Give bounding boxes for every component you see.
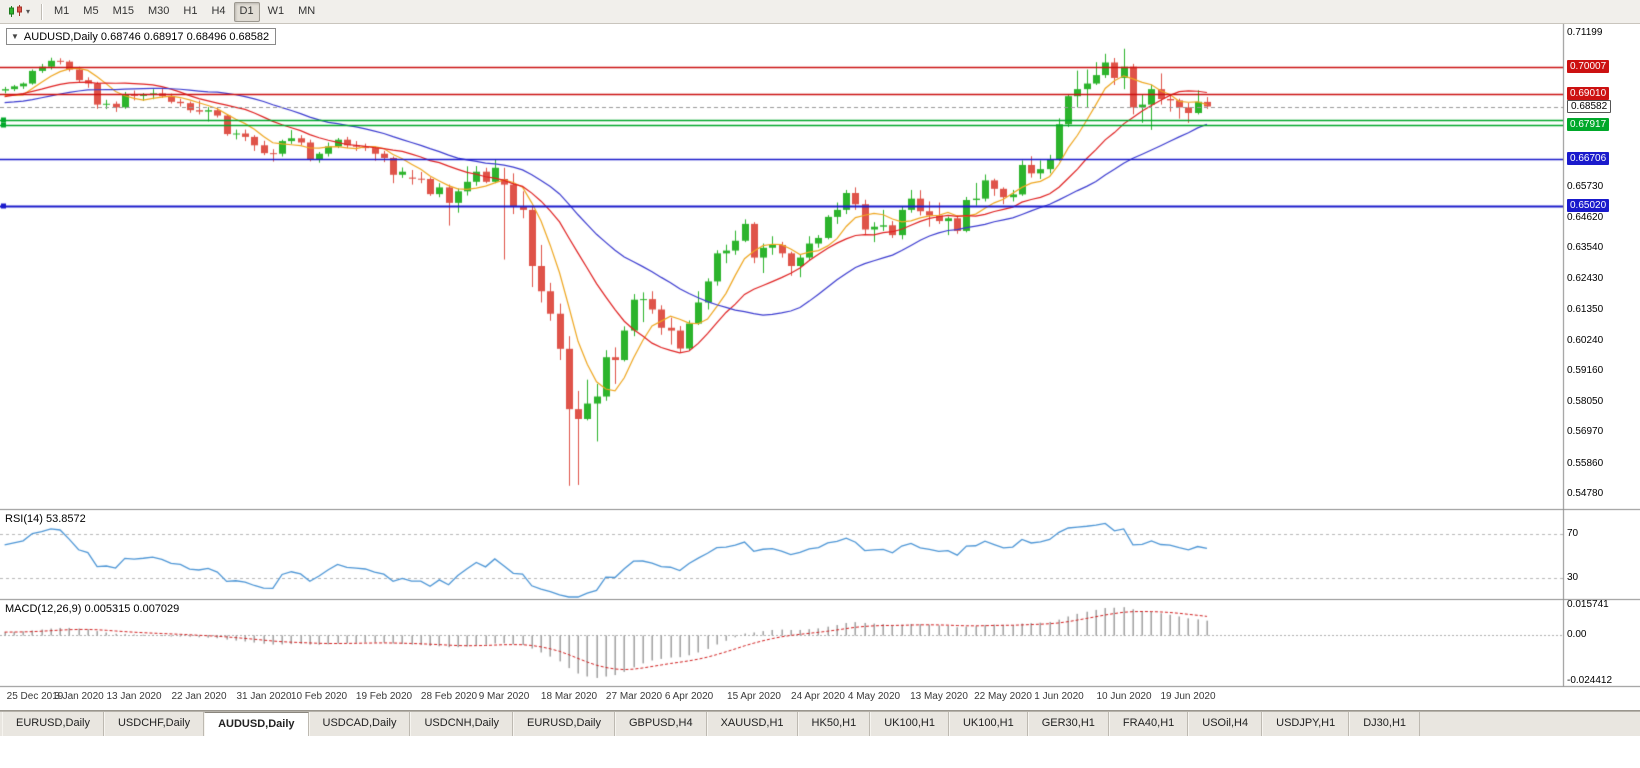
time-axis-label: 22 May 2020: [974, 691, 1032, 702]
chart-type-caret-icon: ▾: [26, 7, 31, 16]
price-axis-badge: 0.69010: [1567, 87, 1610, 100]
candlestick-chart-icon: [9, 5, 22, 17]
price-axis-tick: 0.64620: [1567, 212, 1604, 223]
one-click-trading-arrow-icon[interactable]: ▼: [11, 32, 19, 41]
timeframe-buttons-group: M1 M5 M15 M30 H1 H4 D1 W1 MN: [48, 1, 321, 22]
timeframe-button-H4[interactable]: H4: [211, 4, 226, 17]
chart-tab-UK100,H1[interactable]: UK100,H1: [870, 712, 949, 736]
current-price-badge: 0.68582: [1567, 100, 1612, 113]
price-axis-tick: 0.62430: [1567, 273, 1604, 284]
price-axis-tick: 0.63540: [1567, 242, 1604, 253]
macd-axis-tick: 0.00: [1567, 629, 1587, 640]
chart-tab-GER30,H1[interactable]: GER30,H1: [1027, 712, 1109, 736]
time-axis-label: 15 Apr 2020: [727, 691, 781, 702]
time-axis-label: 19 Feb 2020: [355, 691, 413, 702]
timeframe-button-W1[interactable]: W1: [267, 4, 285, 17]
price-axis-badge: 0.70007: [1567, 60, 1610, 73]
chart-tab-USDCHF,Daily[interactable]: USDCHF,Daily: [103, 712, 205, 736]
time-axis-label: 25 Dec 2019: [6, 691, 64, 702]
price-axis-tick: 0.60240: [1567, 335, 1604, 346]
time-axis-label: 22 Jan 2020: [171, 691, 227, 702]
time-axis-label: 3 Jan 2020: [54, 691, 104, 702]
chart-tab-AUDUSD,Daily[interactable]: AUDUSD,Daily: [204, 712, 309, 736]
timeframe-button-M5[interactable]: M5: [83, 4, 99, 17]
chart-type-icon[interactable]: ▾: [4, 4, 34, 19]
price-axis-badge: 0.66706: [1567, 152, 1610, 165]
chart-tab-USDCNH,Daily[interactable]: USDCNH,Daily: [410, 712, 514, 736]
time-axis-label: 28 Feb 2020: [420, 691, 478, 702]
timeframe-button-H1[interactable]: H1: [183, 4, 198, 17]
rsi-indicator-label: RSI(14) 53.8572: [5, 513, 86, 525]
timeframe-toolbar: ▾ M1 M5 M15 M30 H1 H4 D1 W1 MN: [0, 0, 1640, 24]
timeframe-button-M15[interactable]: M15: [112, 4, 134, 17]
chart-tab-HK50,H1[interactable]: HK50,H1: [797, 712, 871, 736]
chart-window: ▼ AUDUSD,Daily 0.68746 0.68917 0.68496 0…: [0, 24, 1640, 711]
macd-axis-tick: -0.024412: [1567, 675, 1613, 686]
price-axis-tick: 0.71199: [1567, 27, 1603, 38]
price-axis-tick: 0.55860: [1567, 458, 1604, 469]
price-axis-tick: 0.58050: [1567, 396, 1604, 407]
macd-axis-tick: 0.015741: [1567, 599, 1609, 610]
price-axis-tick: 0.59160: [1567, 365, 1604, 376]
price-chart-canvas[interactable]: [0, 24, 1640, 710]
price-axis[interactable]: 0.71199 0.70007 0.69010 0.68582 0.67917 0.667…: [1566, 24, 1640, 710]
time-axis-label: 10 Feb 2020: [290, 691, 348, 702]
price-axis-tick: 0.56970: [1567, 426, 1604, 437]
chart-tab-GBPUSD,H4[interactable]: GBPUSD,H4: [615, 712, 707, 736]
toolbar-separator: [41, 3, 44, 20]
chart-header-box: ▼ AUDUSD,Daily 0.68746 0.68917 0.68496 0…: [6, 28, 277, 45]
rsi-axis-tick: 30: [1567, 572, 1579, 583]
time-axis-label: 6 Apr 2020: [664, 691, 714, 702]
timeframe-button-D1[interactable]: D1: [233, 1, 260, 22]
chart-tabs-bar: EURUSD,Daily USDCHF,Daily AUDUSD,Daily USDC…: [0, 711, 1640, 736]
time-axis-label: 10 Jun 2020: [1096, 691, 1152, 702]
chart-tab-FRA40,H1[interactable]: FRA40,H1: [1108, 712, 1189, 736]
time-axis-label: 9 Mar 2020: [478, 691, 530, 702]
price-axis-badge: 0.67917: [1567, 118, 1610, 131]
time-axis-label: 13 Jan 2020: [106, 691, 162, 702]
time-axis[interactable]: 25 Dec 2019 3 Jan 2020 13 Jan 2020 22 Jan 2…: [0, 687, 1640, 709]
chart-tab-USDJPY,H1[interactable]: USDJPY,H1: [1262, 712, 1350, 736]
timeframe-button-MN[interactable]: MN: [298, 4, 316, 17]
chart-tab-UK100,H1[interactable]: UK100,H1: [948, 712, 1028, 736]
price-axis-badge: 0.65020: [1567, 199, 1610, 212]
chart-tab-USOil,H4[interactable]: USOil,H4: [1188, 712, 1263, 736]
price-axis-tick: 0.54780: [1567, 488, 1604, 499]
timeframe-button-M30[interactable]: M30: [147, 4, 170, 17]
macd-indicator-label: MACD(12,26,9) 0.005315 0.007029: [5, 603, 180, 615]
chart-ohlc-label: AUDUSD,Daily 0.68746 0.68917 0.68496 0.6…: [23, 30, 270, 43]
timeframe-button-M1[interactable]: M1: [54, 4, 70, 17]
time-axis-label: 4 May 2020: [847, 691, 901, 702]
chart-tab-DJ30,H1[interactable]: DJ30,H1: [1349, 712, 1421, 736]
time-axis-label: 19 Jun 2020: [1160, 691, 1216, 702]
time-axis-label: 18 Mar 2020: [540, 691, 598, 702]
chart-tab-USDCAD,Daily[interactable]: USDCAD,Daily: [308, 712, 411, 736]
chart-tab-EURUSD,Daily[interactable]: EURUSD,Daily: [513, 712, 615, 736]
chart-tab-EURUSD,Daily[interactable]: EURUSD,Daily: [2, 712, 104, 736]
price-axis-tick: 0.65730: [1567, 181, 1604, 192]
time-axis-label: 27 Mar 2020: [605, 691, 663, 702]
time-axis-label: 1 Jun 2020: [1034, 691, 1084, 702]
time-axis-label: 24 Apr 2020: [791, 691, 845, 702]
price-axis-tick: 0.61350: [1567, 304, 1604, 315]
rsi-axis-tick: 70: [1567, 528, 1579, 539]
time-axis-label: 13 May 2020: [910, 691, 968, 702]
time-axis-label: 31 Jan 2020: [236, 691, 292, 702]
chart-tab-XAUUSD,H1[interactable]: XAUUSD,H1: [706, 712, 798, 736]
